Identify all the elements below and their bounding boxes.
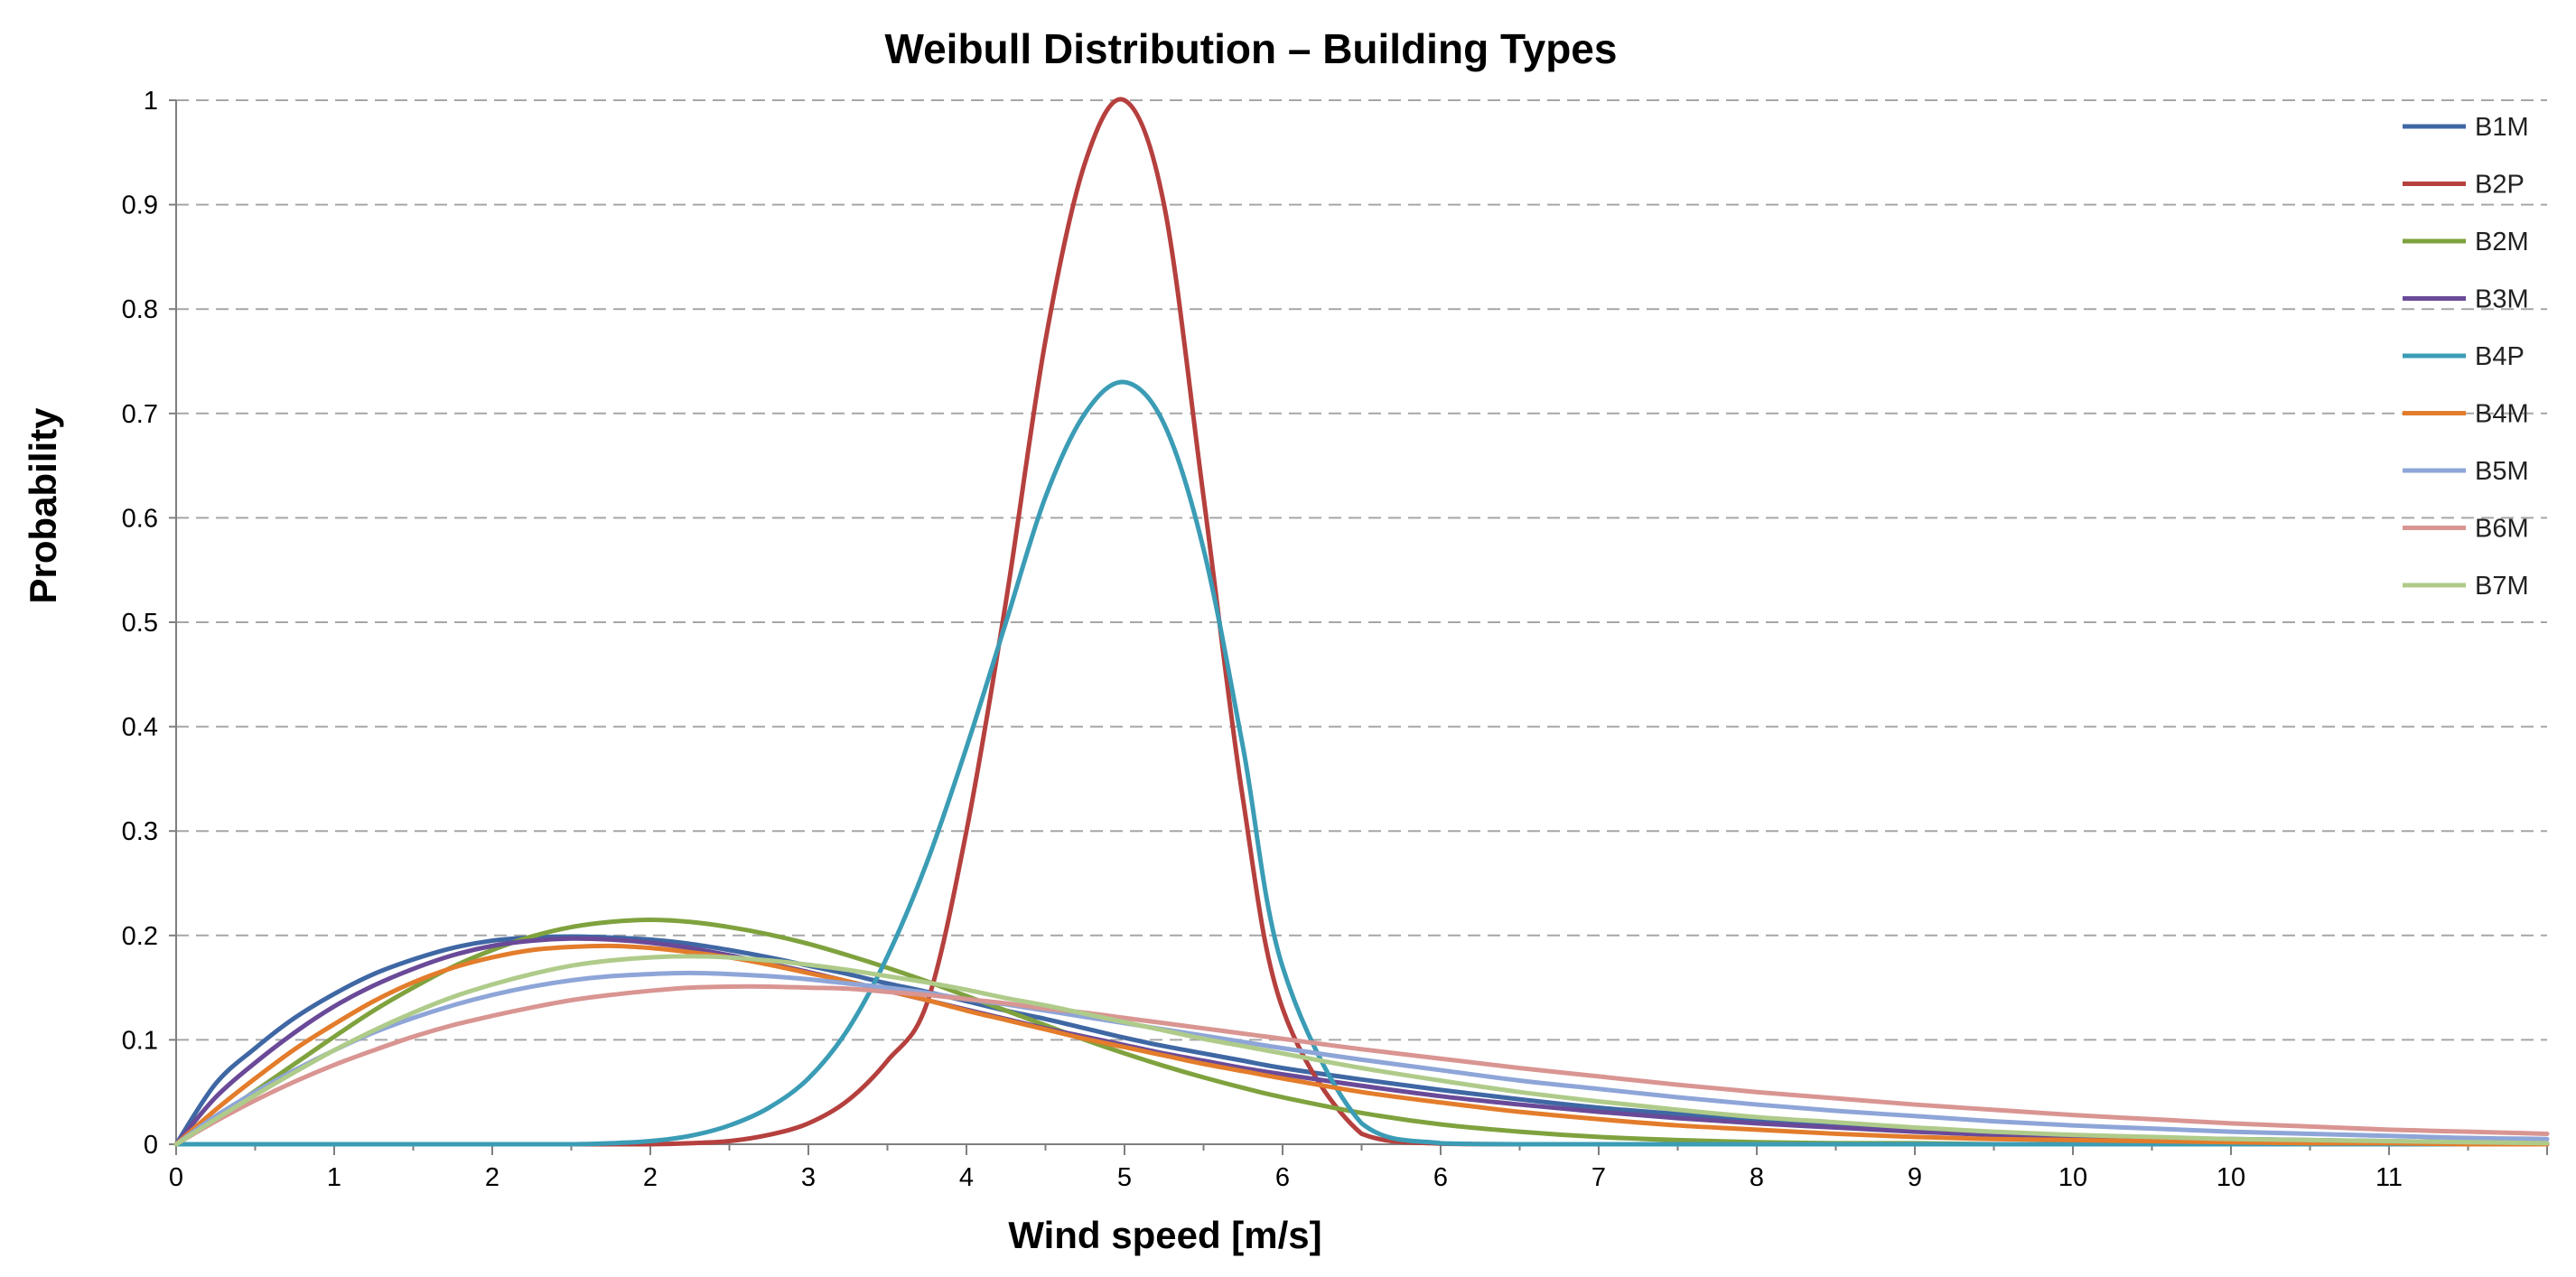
legend-label-b4m: B4M [2475, 400, 2529, 429]
gridlines [176, 99, 2547, 1041]
x-tick-label: 8 [1750, 1163, 1764, 1192]
x-tick-label: 10 [2217, 1163, 2245, 1192]
y-tick-label: 0.9 [122, 191, 158, 220]
legend-label-b3m: B3M [2475, 285, 2529, 314]
series-lines [173, 97, 2550, 1147]
x-tick-label: 9 [1908, 1163, 1922, 1192]
y-tick-label: 0.5 [122, 609, 158, 638]
legend-label-b2p: B2P [2475, 171, 2525, 200]
series-line-b4m [173, 943, 2550, 1147]
x-tick-label: 5 [1117, 1163, 1132, 1192]
x-tick-label: 2 [643, 1163, 658, 1192]
y-tick-label: 1 [144, 87, 158, 116]
x-tick-label: 11 [2375, 1163, 2403, 1192]
y-tick-label: 0.7 [122, 400, 158, 429]
series-line-b4p [173, 379, 2550, 1147]
series-line-b6m [173, 983, 2550, 1147]
y-tick-label: 0.6 [122, 504, 158, 533]
chart-title: Weibull Distribution – Building Types [885, 25, 1618, 72]
y-tick-label: 0.8 [122, 295, 158, 324]
y-tick-label: 0 [144, 1131, 158, 1160]
legend-label-b5m: B5M [2475, 457, 2529, 486]
legend: B1M B2P B2M B3M B4P B4M B5M B6M B7M [2403, 113, 2529, 601]
y-tick-label: 0.3 [122, 817, 158, 846]
x-tick-label: 10 [2058, 1163, 2087, 1192]
legend-label-b4p: B4P [2475, 342, 2525, 371]
x-tick-label: 2 [485, 1163, 499, 1192]
y-axis-label: Probability [22, 407, 64, 604]
x-tick-label: 3 [801, 1163, 816, 1192]
x-tick-label: 0 [169, 1163, 183, 1192]
x-tick-label: 4 [959, 1163, 974, 1192]
legend-label-b7m: B7M [2475, 572, 2529, 601]
legend-label-b1m: B1M [2475, 113, 2529, 142]
y-tick-label: 0.2 [122, 922, 158, 951]
x-tick-label: 6 [1275, 1163, 1290, 1192]
legend-label-b2m: B2M [2475, 228, 2529, 256]
x-tick-label: 6 [1433, 1163, 1448, 1192]
legend-label-b6m: B6M [2475, 515, 2529, 544]
x-axis-label: Wind speed [m/s] [1008, 1214, 1321, 1256]
x-tick-label: 7 [1591, 1163, 1606, 1192]
y-tick-label: 0.4 [122, 713, 158, 742]
series-line-b7m [173, 954, 2550, 1147]
x-tick-label: 1 [327, 1163, 341, 1192]
y-tick-label: 0.1 [122, 1026, 158, 1055]
